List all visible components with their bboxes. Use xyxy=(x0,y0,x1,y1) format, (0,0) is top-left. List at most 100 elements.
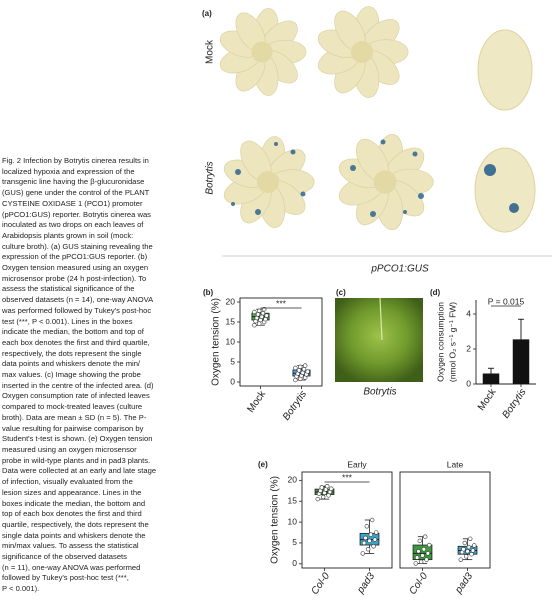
plant-photos xyxy=(219,6,536,233)
row-label: Botrytis xyxy=(205,161,216,194)
gus-spot xyxy=(274,142,278,146)
data-point xyxy=(255,312,261,317)
data-point xyxy=(263,317,268,322)
data-point xyxy=(418,559,424,564)
significance-label: *** xyxy=(342,472,353,482)
y-tick-label: 15 xyxy=(288,495,298,505)
y-tick-label: 20 xyxy=(288,475,298,485)
caption-line: (GUS) gene under the control of the PLAN… xyxy=(2,188,150,198)
probe-photo xyxy=(335,298,423,382)
data-point xyxy=(427,542,432,548)
data-point xyxy=(360,551,365,556)
x-tick-label: pad3 xyxy=(453,571,476,597)
leaf-center xyxy=(251,41,273,63)
reporter-label: pPCO1:GUS xyxy=(370,264,429,275)
x-tick-label: Botrytis xyxy=(500,387,528,421)
gus-spot xyxy=(418,193,424,199)
data-point xyxy=(425,551,431,556)
probe xyxy=(379,297,383,341)
caption-line: Student's t-test is shown. (e) Oxygen te… xyxy=(2,434,153,444)
caption-line: significance of the observed datasets xyxy=(2,552,127,562)
leaf xyxy=(477,29,533,111)
data-point xyxy=(259,314,264,319)
gus-spot xyxy=(290,149,296,155)
x-tick-label: Botrytis xyxy=(281,389,309,423)
caption-line: max values. (c) Image showing the probe xyxy=(2,370,141,380)
caption-line: Oxygen consumption rate of infected leav… xyxy=(2,391,150,401)
plot-frame xyxy=(301,471,393,569)
gus-spot xyxy=(403,210,407,214)
data-point xyxy=(416,549,421,554)
x-tick-label: Mock xyxy=(476,386,499,413)
caption-line: inoculated as two drops on each leaves o… xyxy=(2,220,144,230)
y-axis-label: (nmol O₂ s⁻¹ g⁻¹ FW) xyxy=(447,302,457,382)
panel-label: (e) xyxy=(258,460,268,469)
plot-frame xyxy=(399,471,491,569)
data-point xyxy=(458,557,463,562)
data-point xyxy=(296,368,302,373)
caption-line: min/max values. To assess the statistica… xyxy=(2,541,139,551)
data-point xyxy=(463,554,469,559)
data-point xyxy=(370,517,375,523)
row-label: Mock xyxy=(205,39,216,64)
caption-line: P < 0.001). xyxy=(2,584,40,594)
data-point xyxy=(466,544,472,550)
y-tick-label: 10 xyxy=(226,336,236,346)
chart-title: Early xyxy=(347,459,367,469)
caption-line: broth). Data are mean ± SD (n = 5). The … xyxy=(2,412,147,422)
caption-line: observed datasets (n = 14), one-way ANOV… xyxy=(2,295,154,305)
data-point xyxy=(293,377,298,383)
leaf-center xyxy=(351,41,373,63)
data-point xyxy=(462,540,467,546)
data-point xyxy=(254,315,260,321)
caption-line: quartile, respectively, the dots represe… xyxy=(2,519,149,529)
data-point xyxy=(300,370,305,375)
data-point xyxy=(329,486,334,491)
gus-spot xyxy=(300,191,306,197)
data-point xyxy=(325,483,330,489)
leaf xyxy=(474,147,536,233)
caption-line: Data were collected at an early and late… xyxy=(2,466,157,476)
y-tick-label: 0 xyxy=(292,558,297,568)
caption-line: value resulting for pairwise comparison … xyxy=(2,423,144,433)
data-point xyxy=(472,543,477,548)
panel-label: (d) xyxy=(430,288,441,297)
data-point xyxy=(315,496,320,502)
data-point xyxy=(264,313,269,318)
data-point xyxy=(420,553,425,558)
data-point xyxy=(364,524,369,529)
data-point xyxy=(252,323,257,328)
bar xyxy=(482,373,500,384)
caption-line: expression of the pPCO1:GUS reporter. (b… xyxy=(2,252,148,262)
data-point xyxy=(368,532,374,537)
x-tick-label: Col-0 xyxy=(309,571,332,597)
caption-line: Oxygen tension measured using an oxygen xyxy=(2,263,149,273)
panel-label: (c) xyxy=(336,288,346,297)
caption-line: assess the statistical significance of t… xyxy=(2,284,135,294)
data-point xyxy=(465,549,470,554)
caption-line: data points and whiskers denote the min/ xyxy=(2,359,141,369)
panel-label: (b) xyxy=(203,288,214,297)
y-tick-label: 10 xyxy=(288,516,298,526)
leaf-center xyxy=(257,171,279,193)
caption-line: (pPCO1:GUS) reporter. Botrytis cinerea w… xyxy=(2,209,151,219)
gus-spot xyxy=(412,151,418,157)
caption-line: measured using an oxygen microsensor xyxy=(2,444,137,454)
data-point xyxy=(413,561,418,566)
caption-line: boxes indicate the median, the bottom an… xyxy=(2,498,146,508)
data-point xyxy=(371,544,376,549)
data-point xyxy=(367,538,372,544)
panel-label: (a) xyxy=(202,9,212,18)
caption-line: compared to mock-treated leaves (culture xyxy=(2,402,143,412)
data-point xyxy=(372,537,378,542)
data-point xyxy=(469,552,474,557)
significance-label: *** xyxy=(276,298,287,308)
caption-line: lesion sizes and appearance. Lines in th… xyxy=(2,487,142,497)
x-tick-label: pad3 xyxy=(355,571,378,597)
data-point xyxy=(257,308,262,313)
data-point xyxy=(414,555,420,560)
data-point xyxy=(421,547,427,552)
y-tick-label: 15 xyxy=(226,316,236,326)
gus-spot xyxy=(370,211,376,217)
